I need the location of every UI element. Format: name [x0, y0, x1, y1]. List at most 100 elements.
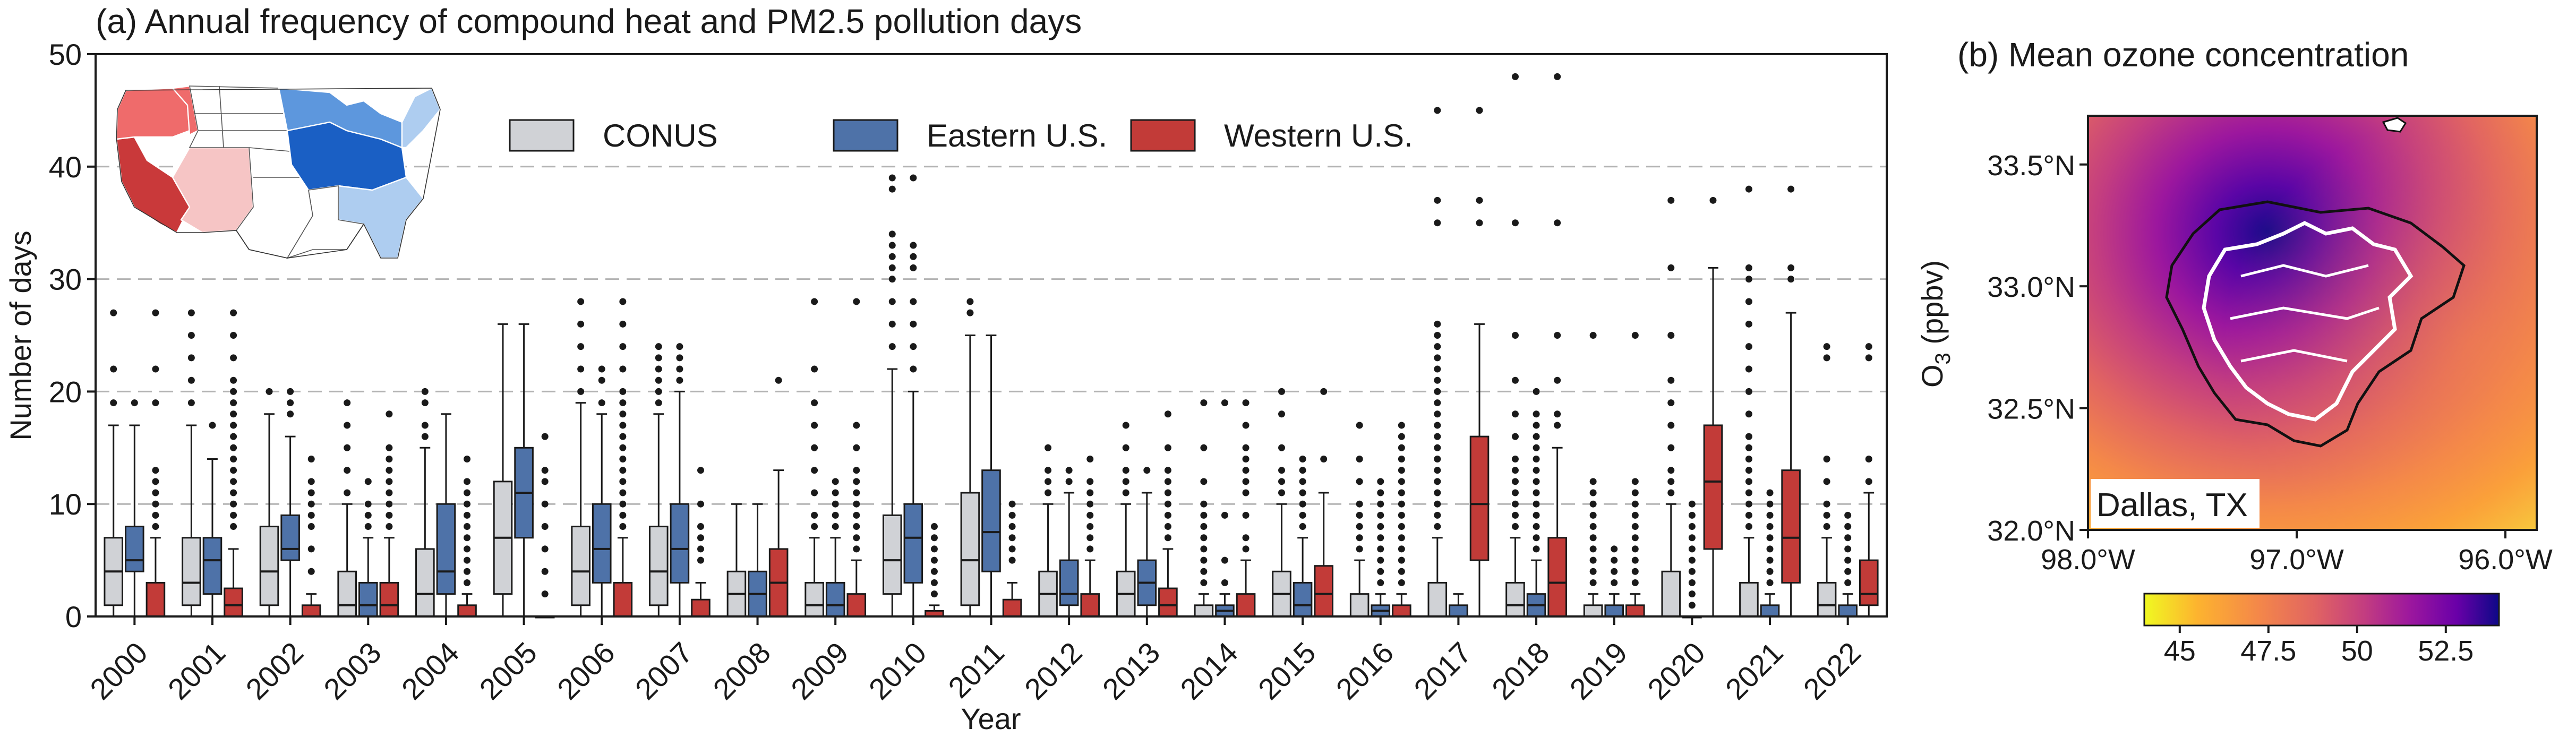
outlier-point [1242, 534, 1250, 542]
x-tick-label: 2015 [1252, 636, 1322, 706]
y-tick-label: 10 [49, 487, 82, 521]
outlier-point [966, 298, 974, 305]
panel-a-y-axis-label: Number of days [4, 230, 37, 440]
outlier-point [1511, 73, 1519, 80]
outlier-point [386, 467, 393, 474]
outlier-point [930, 579, 938, 586]
outlier-point [655, 343, 662, 350]
outlier-point [1164, 467, 1171, 474]
outlier-point [1554, 73, 1561, 80]
outlier-point [1221, 511, 1228, 519]
outlier-point [1823, 343, 1830, 350]
outlier-point [910, 298, 917, 305]
outlier-point [853, 467, 860, 474]
outlier-point [1398, 444, 1405, 451]
outlier-point [1667, 444, 1675, 451]
outlier-point [364, 478, 372, 485]
outlier-point [1745, 185, 1752, 193]
y-tick-label: 50 [49, 38, 82, 71]
panel-a-x-axis-label: Year [961, 702, 1021, 735]
outlier-point [1844, 511, 1852, 519]
box [1194, 604, 1214, 618]
outlier-point [1688, 579, 1696, 586]
box-eastern-2010 [903, 174, 923, 616]
legend-label-western: Western U.S. [1224, 118, 1413, 153]
outlier-point [541, 500, 549, 508]
outlier-point [1745, 365, 1752, 373]
panel-b-title: (b) Mean ozone concentration [1957, 36, 2409, 74]
y-tick-label: 20 [49, 375, 82, 408]
outlier-point [619, 444, 627, 451]
outlier-point [853, 478, 860, 485]
legend-label-eastern: Eastern U.S. [927, 118, 1107, 153]
legend-label-conus: CONUS [603, 118, 718, 153]
outlier-point [888, 174, 896, 182]
outlier-point [1086, 478, 1094, 485]
outlier-point [1766, 511, 1774, 519]
box [280, 514, 300, 561]
box-eastern-2012 [1059, 467, 1079, 616]
outlier-point [1008, 523, 1016, 530]
outlier-point [811, 422, 818, 429]
outlier-point [1398, 489, 1405, 496]
box [182, 537, 201, 606]
outlier-point [853, 422, 860, 429]
box [457, 604, 477, 618]
outlier-point [1745, 478, 1752, 485]
outlier-point [697, 500, 704, 508]
outlier-point [1823, 354, 1830, 362]
outlier-point [598, 376, 605, 384]
outlier-point [1766, 500, 1774, 508]
outlier-point [811, 365, 818, 373]
box [846, 593, 867, 618]
box-conus-2015 [1272, 388, 1291, 618]
outlier-point [619, 298, 627, 305]
outlier-point [619, 365, 627, 373]
box-conus-2019 [1583, 332, 1603, 618]
outlier-point [811, 444, 818, 451]
panel-b-y-axis-label: O3 (ppbv) [1915, 260, 1955, 388]
outlier-point [655, 365, 662, 373]
outlier-point [1631, 332, 1639, 339]
outlier-point [1631, 568, 1639, 575]
outlier-point [1299, 511, 1306, 519]
outlier-point [1631, 500, 1639, 508]
outlier-point [1667, 489, 1675, 496]
outlier-point [1398, 478, 1405, 485]
outlier-point [1434, 365, 1441, 373]
outlier-point [1766, 523, 1774, 530]
box [1739, 581, 1759, 618]
outlier-point [853, 534, 860, 542]
outlier-point [1865, 343, 1872, 350]
outlier-point [1356, 478, 1363, 485]
outlier-point [1278, 467, 1286, 474]
outlier-point [1377, 545, 1384, 553]
outlier-point [1356, 422, 1363, 429]
outlier-point [930, 556, 938, 564]
outlier-point [386, 489, 393, 496]
outlier-point [697, 467, 704, 474]
colorbar-tick-label: 45 [2164, 635, 2196, 667]
outlier-point [1278, 444, 1286, 451]
outlier-point [1242, 511, 1250, 519]
outlier-point [930, 523, 938, 530]
box [224, 587, 243, 618]
box-conus-2012 [1038, 444, 1058, 618]
outlier-point [811, 467, 818, 474]
outlier-point [1667, 478, 1675, 485]
outlier-point [230, 511, 237, 519]
outlier-point [152, 478, 159, 485]
box [805, 581, 824, 618]
outlier-point [1242, 478, 1250, 485]
box [1427, 581, 1448, 618]
outlier-point [1589, 500, 1597, 508]
box [379, 581, 399, 618]
outlier-point [888, 298, 896, 305]
outlier-point [1511, 478, 1519, 485]
outlier-point [1745, 523, 1752, 530]
box-western-2011 [1002, 500, 1022, 618]
outlier-point [655, 354, 662, 362]
outlier-point [1045, 489, 1052, 496]
outlier-point [853, 298, 860, 305]
outlier-point [1688, 590, 1696, 598]
